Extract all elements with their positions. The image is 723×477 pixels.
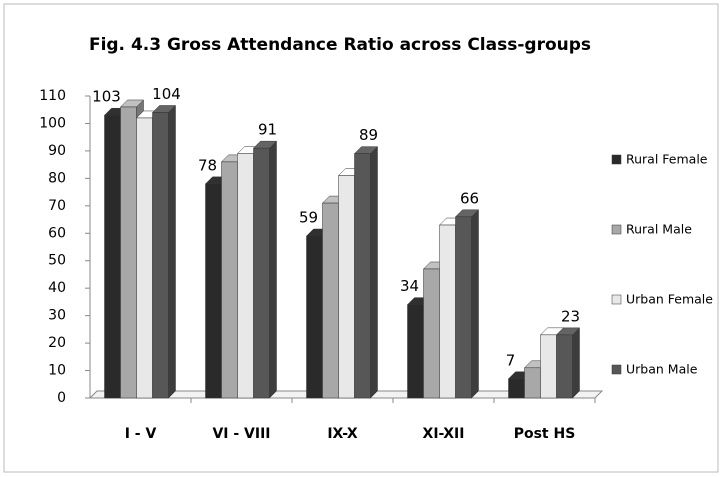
- bar: [205, 183, 222, 399]
- legend-swatch: [611, 294, 622, 305]
- data-label: 23: [561, 307, 580, 325]
- x-tick-label: VI - VIII: [212, 426, 270, 442]
- bar-side: [572, 327, 580, 399]
- bar: [423, 268, 440, 399]
- bar: [136, 117, 153, 399]
- bar: [253, 147, 270, 399]
- y-tick-label: 40: [48, 280, 66, 296]
- x-tick-label: XI-XII: [423, 426, 465, 442]
- y-tick-label: 70: [48, 198, 66, 214]
- legend-swatch: [611, 364, 622, 375]
- bar-side: [269, 140, 277, 399]
- legend-swatch: [611, 154, 622, 165]
- data-label: 104: [152, 85, 181, 103]
- bar-side: [168, 104, 176, 399]
- bar: [508, 378, 525, 399]
- legend-label: Rural Female: [626, 152, 708, 167]
- data-label: 78: [198, 156, 217, 174]
- bar: [556, 334, 573, 399]
- bar: [152, 112, 169, 399]
- y-tick-label: 50: [48, 253, 66, 269]
- legend-label: Urban Female: [626, 292, 713, 307]
- data-label: 89: [359, 126, 378, 144]
- bar: [322, 202, 339, 399]
- x-tick-label: IX-X: [327, 426, 358, 442]
- bar: [524, 367, 541, 399]
- legend-label: Urban Male: [626, 362, 698, 377]
- bar: [221, 161, 238, 399]
- legend-label: Rural Male: [626, 222, 692, 237]
- bar: [306, 235, 323, 399]
- bar: [354, 153, 371, 399]
- bar-side: [471, 209, 479, 399]
- bar: [237, 153, 254, 399]
- data-label: 59: [299, 209, 318, 227]
- y-tick-label: 30: [48, 308, 66, 324]
- bar-side: [370, 146, 378, 399]
- bar: [104, 114, 121, 399]
- y-tick-label: 100: [39, 115, 66, 131]
- y-tick-label: 110: [39, 88, 66, 104]
- bar: [407, 304, 424, 399]
- bar: [540, 334, 557, 399]
- y-tick-label: 90: [48, 143, 66, 159]
- y-tick-label: 80: [48, 170, 66, 186]
- data-label: 103: [92, 88, 121, 106]
- x-tick-label: Post HS: [514, 426, 576, 442]
- x-tick-label: I - V: [125, 426, 157, 442]
- bar: [455, 216, 472, 399]
- data-label: 34: [400, 277, 419, 295]
- bar: [338, 175, 355, 399]
- data-label: 7: [506, 351, 516, 369]
- data-label: 66: [460, 189, 479, 207]
- y-tick-label: 20: [48, 335, 66, 351]
- y-tick-label: 10: [48, 363, 66, 379]
- chart-title: Fig. 4.3 Gross Attendance Ratio across C…: [89, 35, 591, 55]
- bar: [120, 106, 137, 399]
- y-tick-label: 60: [48, 225, 66, 241]
- legend-swatch: [611, 224, 622, 235]
- y-tick-label: 0: [57, 390, 66, 406]
- data-label: 91: [258, 121, 277, 139]
- bar: [439, 224, 456, 399]
